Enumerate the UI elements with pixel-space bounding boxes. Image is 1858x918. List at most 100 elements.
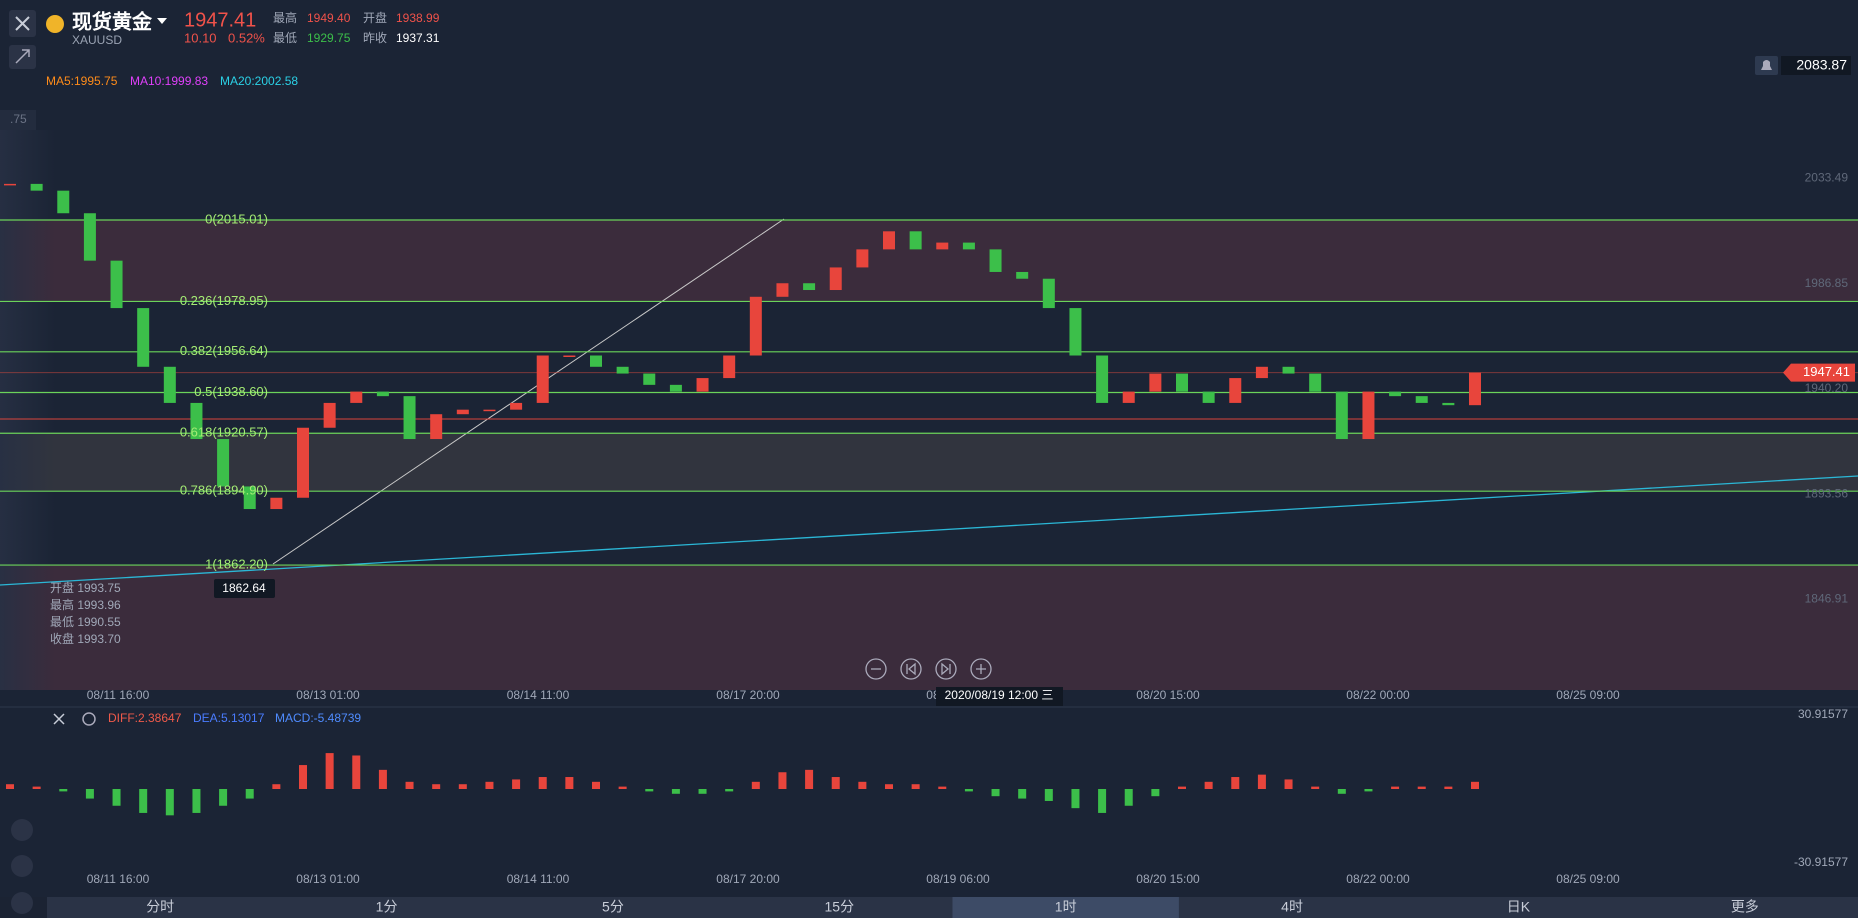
to-end[interactable] xyxy=(935,658,957,680)
candle xyxy=(590,355,602,367)
candle xyxy=(190,402,203,440)
candle xyxy=(110,260,123,309)
macd-bar xyxy=(1444,786,1453,789)
timeframe-tab[interactable]: 更多 xyxy=(1731,899,1759,915)
fib-label: 0.382(1956.64) xyxy=(180,343,268,358)
to-start[interactable] xyxy=(900,658,922,680)
macd-time-label: 08/14 11:00 xyxy=(507,872,570,886)
macd-bar xyxy=(1364,789,1373,792)
macd-time-label: 08/13 01:00 xyxy=(296,872,360,886)
candle xyxy=(217,439,230,487)
macd-bar xyxy=(1151,789,1160,797)
diff-label: DIFF:2.38647 xyxy=(108,711,182,725)
tool-button[interactable] xyxy=(11,819,33,841)
stat-value: 1929.75 xyxy=(307,31,351,45)
trend-line xyxy=(272,218,785,565)
macd-tick-label: 30.91577 xyxy=(1798,707,1848,721)
macd-tick-label: -30.91577 xyxy=(1794,855,1848,869)
timeframe-tab[interactable]: 1分 xyxy=(376,899,398,915)
macd-bar xyxy=(751,781,760,789)
macd-settings[interactable] xyxy=(82,712,96,726)
timeframe-tab[interactable]: 日K xyxy=(1507,899,1531,915)
macd-panel xyxy=(0,707,1858,897)
candle xyxy=(1096,355,1109,403)
trend-line xyxy=(0,475,1858,586)
candle xyxy=(510,402,523,410)
tool-button[interactable] xyxy=(11,892,33,914)
macd-bar xyxy=(432,784,441,789)
tool-button[interactable] xyxy=(11,855,33,877)
candle xyxy=(643,373,656,385)
stat-label: 开盘 xyxy=(363,10,387,25)
macd-bar xyxy=(778,772,787,789)
candle xyxy=(1149,373,1162,392)
time-label: 08/20 15:00 xyxy=(1136,688,1200,702)
candle xyxy=(430,414,443,440)
macd-bar xyxy=(805,769,814,789)
top-price: 2083.87 xyxy=(1796,57,1847,73)
candle xyxy=(776,283,789,297)
zoom-out[interactable] xyxy=(865,658,887,680)
macd-bar xyxy=(1391,786,1400,789)
macd-bar xyxy=(1231,777,1240,789)
candle xyxy=(909,231,922,250)
macd-bar xyxy=(698,789,707,794)
candle xyxy=(57,190,70,214)
timeframe-tab[interactable]: 1时 xyxy=(1055,899,1077,915)
timeframe-tab[interactable]: 5分 xyxy=(602,899,624,915)
macd-bar xyxy=(378,769,387,789)
macd-label: MACD:-5.48739 xyxy=(275,711,361,725)
timeframe-tab[interactable]: 4时 xyxy=(1281,899,1303,915)
candle xyxy=(1362,391,1375,440)
macd-bar xyxy=(1337,789,1346,794)
candle xyxy=(1042,278,1055,309)
macd-bar xyxy=(299,765,307,789)
macd-bar xyxy=(512,779,521,789)
change: 10.10 xyxy=(184,30,217,45)
tab-selected-bg xyxy=(952,897,1179,918)
macd-bar xyxy=(964,789,973,792)
macd-bar xyxy=(219,789,228,806)
macd-bar xyxy=(192,789,201,813)
macd-bar xyxy=(538,777,547,789)
macd-bar xyxy=(325,753,334,789)
ma20-label: MA20:2002.58 xyxy=(220,74,298,88)
zoom-in[interactable] xyxy=(970,658,992,680)
macd-bar xyxy=(59,789,68,792)
top-price-box xyxy=(1781,56,1851,75)
candle xyxy=(723,355,736,379)
time-label: 08/25 09:00 xyxy=(1556,688,1620,702)
candle xyxy=(616,366,629,374)
price-tick-label: 2033.49 xyxy=(1805,170,1849,184)
candle xyxy=(1202,391,1215,403)
fib-label: 0.786(1894.90) xyxy=(180,483,268,498)
candle xyxy=(30,183,43,191)
price-tick-label: 1893.56 xyxy=(1805,486,1849,500)
timeframe-tab[interactable]: 15分 xyxy=(825,899,855,915)
time-label: 08/11 16:00 xyxy=(87,688,150,702)
candle xyxy=(829,267,842,291)
candle xyxy=(1229,378,1242,403)
candle xyxy=(856,249,869,268)
macd-close[interactable] xyxy=(53,713,65,725)
macd-bar xyxy=(112,789,121,806)
macd-bar xyxy=(1471,781,1479,789)
time-label: 08/13 01:00 xyxy=(296,688,360,702)
macd-bar xyxy=(885,784,893,789)
macd-bar xyxy=(405,781,414,789)
ma5-label: MA5:1995.75 xyxy=(46,74,118,88)
macd-bar xyxy=(858,781,867,789)
candle xyxy=(83,213,96,261)
macd-bar xyxy=(645,789,654,792)
candle xyxy=(243,486,256,510)
stat-label: 最高 xyxy=(273,10,297,25)
fib-zone xyxy=(0,565,1858,690)
dropdown-arrow[interactable] xyxy=(157,18,167,24)
instrument-name[interactable]: 现货黄金 xyxy=(72,9,153,33)
macd-bar xyxy=(671,789,680,794)
macd-bar xyxy=(1044,789,1053,801)
current-price-label: 1947.41 xyxy=(1803,364,1850,379)
macd-bar xyxy=(938,786,947,789)
timeframe-tab[interactable]: 分时 xyxy=(146,899,174,915)
candle xyxy=(297,427,309,498)
